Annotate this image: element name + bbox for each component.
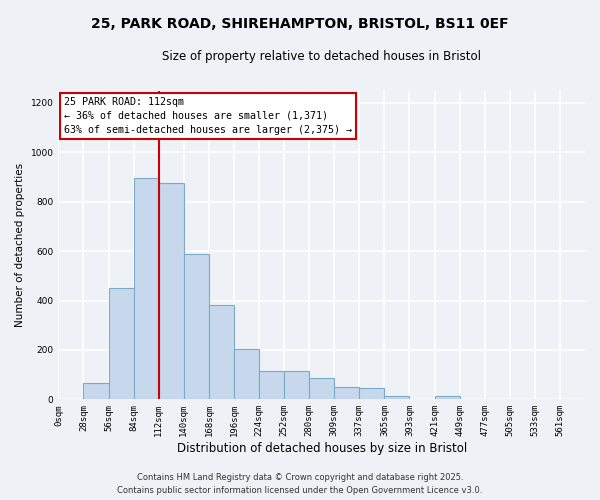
- Bar: [309, 378, 334, 400]
- Bar: [83, 384, 109, 400]
- Bar: [184, 254, 209, 400]
- Title: Size of property relative to detached houses in Bristol: Size of property relative to detached ho…: [162, 50, 481, 63]
- Text: Contains HM Land Registry data © Crown copyright and database right 2025.
Contai: Contains HM Land Registry data © Crown c…: [118, 474, 482, 495]
- Bar: [385, 396, 409, 400]
- Bar: [334, 387, 359, 400]
- Bar: [359, 388, 385, 400]
- Bar: [134, 178, 159, 400]
- Text: 25, PARK ROAD, SHIREHAMPTON, BRISTOL, BS11 0EF: 25, PARK ROAD, SHIREHAMPTON, BRISTOL, BS…: [91, 18, 509, 32]
- Bar: [234, 348, 259, 400]
- Bar: [159, 183, 184, 400]
- Bar: [284, 371, 309, 400]
- Text: 25 PARK ROAD: 112sqm
← 36% of detached houses are smaller (1,371)
63% of semi-de: 25 PARK ROAD: 112sqm ← 36% of detached h…: [64, 96, 352, 134]
- Bar: [209, 306, 234, 400]
- Bar: [434, 396, 460, 400]
- X-axis label: Distribution of detached houses by size in Bristol: Distribution of detached houses by size …: [176, 442, 467, 455]
- Bar: [109, 288, 134, 400]
- Y-axis label: Number of detached properties: Number of detached properties: [15, 163, 25, 327]
- Bar: [259, 371, 284, 400]
